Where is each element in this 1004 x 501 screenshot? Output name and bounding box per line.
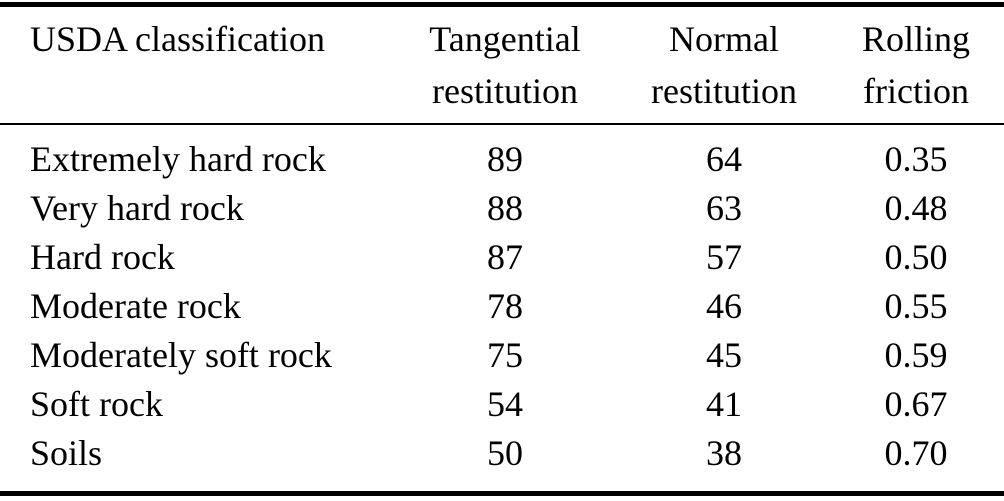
cell-tangential-restitution: 88 [487,188,523,228]
table-row-moderate-rock: Moderate rock 78 46 0.55 [0,282,1004,331]
row-label: Soft rock [30,384,163,424]
header-label-line2: restitution [432,71,578,111]
table-row-soils: Soils 50 38 0.70 [0,429,1004,478]
cell-normal-restitution: 63 [706,188,742,228]
row-label: Hard rock [30,237,175,277]
row-label: Very hard rock [30,188,244,228]
cell-normal-restitution: 46 [706,286,742,326]
cell-rolling-friction: 0.70 [884,433,948,473]
cell-tangential-restitution: 54 [487,384,523,424]
header-cell-rolling-friction: Rolling friction [828,13,1004,117]
table-bottom-rule [0,491,1004,496]
header-label-line2: restitution [651,71,797,111]
table-body: Extremely hard rock 89 64 0.35 Very hard… [0,125,1004,478]
table-header-row: USDA classification Tangential restituti… [0,7,1004,123]
cell-rolling-friction: 0.48 [884,188,948,228]
row-label: Soils [30,433,103,473]
cell-normal-restitution: 38 [706,433,742,473]
cell-normal-restitution: 41 [706,384,742,424]
table-top-rule [0,2,1004,7]
table-header-rule [0,123,1004,125]
header-label-line1: Tangential [429,19,581,59]
table-row-moderately-soft-rock: Moderately soft rock 75 45 0.59 [0,331,1004,380]
table-row-hard-rock: Hard rock 87 57 0.50 [0,233,1004,282]
header-label: USDA classification [30,19,325,59]
table-row-very-hard-rock: Very hard rock 88 63 0.48 [0,184,1004,233]
header-cell-usda-classification: USDA classification [0,13,390,65]
bottom-spacer [0,478,1004,491]
row-label: Moderately soft rock [30,335,332,375]
cell-rolling-friction: 0.59 [884,335,948,375]
header-label-line2: friction [863,71,969,111]
cell-tangential-restitution: 89 [487,139,523,179]
cell-tangential-restitution: 78 [487,286,523,326]
row-label: Extremely hard rock [30,139,326,179]
cell-rolling-friction: 0.67 [884,384,948,424]
cell-normal-restitution: 64 [706,139,742,179]
header-cell-normal-restitution: Normal restitution [620,13,828,117]
cell-tangential-restitution: 50 [487,433,523,473]
cell-normal-restitution: 57 [706,237,742,277]
row-label: Moderate rock [30,286,241,326]
cell-rolling-friction: 0.50 [884,237,948,277]
header-label-line1: Rolling [861,19,971,59]
cell-rolling-friction: 0.55 [884,286,948,326]
header-cell-tangential-restitution: Tangential restitution [390,13,620,117]
cell-tangential-restitution: 87 [487,237,523,277]
cell-normal-restitution: 45 [706,335,742,375]
cell-tangential-restitution: 75 [487,335,523,375]
header-label-line1: Normal [669,19,779,59]
table-row-soft-rock: Soft rock 54 41 0.67 [0,380,1004,429]
table-row-extremely-hard-rock: Extremely hard rock 89 64 0.35 [0,135,1004,184]
cell-rolling-friction: 0.35 [884,139,948,179]
